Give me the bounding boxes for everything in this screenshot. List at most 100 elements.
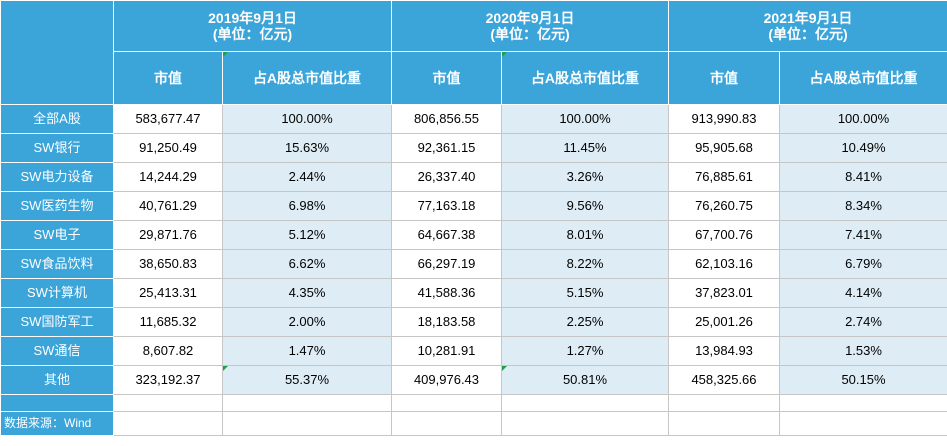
share-cell: 2.44% [222, 162, 392, 192]
share-cell: 4.14% [779, 278, 947, 308]
source-row: 数据来源：Wind [0, 411, 947, 436]
value-cell: 13,984.93 [668, 336, 780, 366]
blank-cell [391, 394, 502, 412]
blank-cell [222, 394, 392, 412]
share-cell: 8.22% [501, 249, 669, 279]
share-cell: 2.25% [501, 307, 669, 337]
period-unit: (单位：亿元) [212, 26, 293, 42]
period-header-2019: 2019年9月1日 (单位：亿元) [113, 0, 392, 52]
column-header-value: 市值 [668, 51, 780, 105]
value-cell: 64,667.38 [391, 220, 502, 250]
share-cell: 100.00% [222, 104, 392, 134]
share-cell: 5.15% [501, 278, 669, 308]
value-cell: 41,588.36 [391, 278, 502, 308]
value-cell: 14,244.29 [113, 162, 223, 192]
share-cell: 6.79% [779, 249, 947, 279]
value-cell: 66,297.19 [391, 249, 502, 279]
period-date: 2020年9月1日 [485, 9, 575, 26]
value-cell: 29,871.76 [113, 220, 223, 250]
table-row: 全部A股 583,677.47 100.00% 806,856.55 100.00% 91… [0, 104, 947, 134]
table-row: 其他 323,192.37 55.37% 409,976.43 50.81% 458,32… [0, 365, 947, 395]
row-label: SW通信 [0, 336, 114, 366]
header-row-metrics: 市值 占A股总市值比重 市值 占A股总市值比重 市值 占A股总市值比重 [1, 51, 947, 105]
value-cell: 583,677.47 [113, 104, 223, 134]
table-body: 全部A股 583,677.47 100.00% 806,856.55 100.00% 91… [0, 104, 947, 436]
share-cell: 100.00% [779, 104, 947, 134]
value-cell: 76,260.75 [668, 191, 780, 221]
table-row: SW通信 8,607.82 1.47% 10,281.91 1.27% 13,984.93… [0, 336, 947, 366]
share-cell: 50.15% [779, 365, 947, 395]
value-cell: 67,700.76 [668, 220, 780, 250]
blank-cell [391, 411, 502, 436]
blank-cell [501, 411, 669, 436]
value-cell: 18,183.58 [391, 307, 502, 337]
value-cell: 8,607.82 [113, 336, 223, 366]
value-cell: 77,163.18 [391, 191, 502, 221]
value-cell: 62,103.16 [668, 249, 780, 279]
share-cell: 8.01% [501, 220, 669, 250]
value-cell: 323,192.37 [113, 365, 223, 395]
value-cell: 92,361.15 [391, 133, 502, 163]
value-cell: 37,823.01 [668, 278, 780, 308]
table-row: SW国防军工 11,685.32 2.00% 18,183.58 2.25% 25,001… [0, 307, 947, 337]
row-label: SW计算机 [0, 278, 114, 308]
header-row-periods: 2019年9月1日 (单位：亿元) 2020年9月1日 (单位：亿元) 2021… [0, 0, 947, 105]
share-cell: 11.45% [501, 133, 669, 163]
row-label: 全部A股 [0, 104, 114, 134]
table-row: SW电子 29,871.76 5.12% 64,667.38 8.01% 67,700.7… [0, 220, 947, 250]
value-cell: 40,761.29 [113, 191, 223, 221]
share-cell: 8.41% [779, 162, 947, 192]
value-cell: 38,650.83 [113, 249, 223, 279]
share-cell: 10.49% [779, 133, 947, 163]
blank-row [0, 394, 947, 412]
share-cell: 6.62% [222, 249, 392, 279]
share-cell: 15.63% [222, 133, 392, 163]
row-label: SW银行 [0, 133, 114, 163]
share-cell: 1.27% [501, 336, 669, 366]
column-header-share: 占A股总市值比重 [501, 51, 669, 105]
table-row: SW电力设备 14,244.29 2.44% 26,337.40 3.26% 76,885… [0, 162, 947, 192]
share-cell: 7.41% [779, 220, 947, 250]
share-cell: 5.12% [222, 220, 392, 250]
column-header-share: 占A股总市值比重 [222, 51, 392, 105]
table-row: SW计算机 25,413.31 4.35% 41,588.36 5.15% 37,823.… [0, 278, 947, 308]
period-header-2020: 2020年9月1日 (单位：亿元) [391, 0, 669, 52]
share-cell: 2.74% [779, 307, 947, 337]
blank-cell [779, 394, 947, 412]
value-cell: 10,281.91 [391, 336, 502, 366]
share-cell: 1.53% [779, 336, 947, 366]
blank-cell [668, 394, 780, 412]
row-label: SW电力设备 [0, 162, 114, 192]
value-cell: 25,001.26 [668, 307, 780, 337]
share-cell: 2.00% [222, 307, 392, 337]
row-label: SW电子 [0, 220, 114, 250]
blank-cell [113, 394, 223, 412]
period-unit: (单位：亿元) [490, 26, 570, 42]
value-cell: 11,685.32 [113, 307, 223, 337]
share-cell: 100.00% [501, 104, 669, 134]
row-label: SW食品饮料 [0, 249, 114, 279]
share-cell: 55.37% [222, 365, 392, 395]
market-cap-table: 2019年9月1日 (单位：亿元) 2020年9月1日 (单位：亿元) 2021… [0, 0, 947, 436]
blank-cell [668, 411, 780, 436]
column-header-value: 市值 [113, 51, 223, 105]
value-cell: 806,856.55 [391, 104, 502, 134]
value-cell: 409,976.43 [391, 365, 502, 395]
share-cell: 3.26% [501, 162, 669, 192]
value-cell: 458,325.66 [668, 365, 780, 395]
share-cell: 9.56% [501, 191, 669, 221]
value-cell: 25,413.31 [113, 278, 223, 308]
row-label [0, 394, 114, 412]
period-unit: (单位：亿元) [768, 26, 848, 42]
blank-cell [501, 394, 669, 412]
share-cell: 50.81% [501, 365, 669, 395]
value-cell: 76,885.61 [668, 162, 780, 192]
period-date: 2021年9月1日 [763, 9, 853, 26]
column-header-share: 占A股总市值比重 [779, 51, 947, 105]
column-header-value: 市值 [391, 51, 502, 105]
row-label: SW医药生物 [0, 191, 114, 221]
source-note: 数据来源：Wind [0, 411, 114, 436]
row-label: 其他 [0, 365, 114, 395]
share-cell: 8.34% [779, 191, 947, 221]
row-label: SW国防军工 [0, 307, 114, 337]
